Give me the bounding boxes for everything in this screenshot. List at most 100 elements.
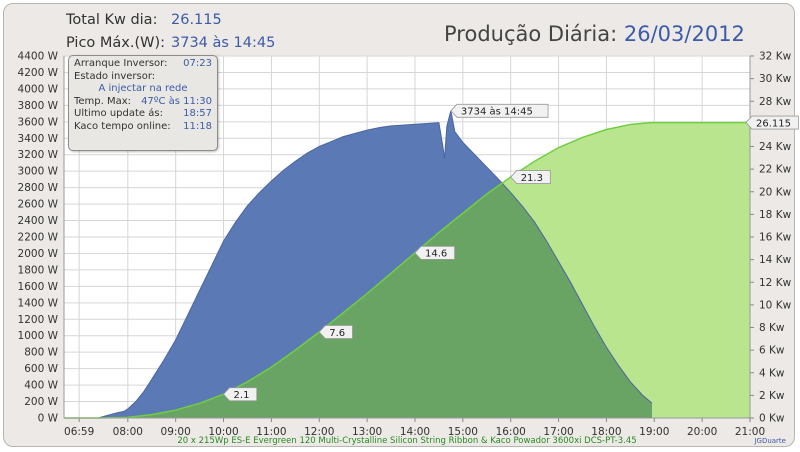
data-label-box [222,387,258,402]
y-left-tick-label: 2200 W [18,232,59,244]
data-label: 14.6 [414,245,455,260]
chart-title-text: Produção Diária: [444,22,618,46]
data-label: 2.1 [222,387,258,402]
info-row: Estado inversor: [74,71,212,84]
series-areas [64,110,750,419]
data-label-text: 2.1 [234,390,250,401]
y-left-tick-label: 4200 W [18,67,59,79]
y-left-tick-label: 2000 W [18,248,59,260]
y-right-tick-label: 22 Kw [759,164,792,176]
footer-credit: JGDuarte [753,437,786,445]
info-value: 18:57 [183,108,212,119]
data-label: 3734 às 14:45 [450,103,549,118]
y-right-tick-label: 6 Kw [759,345,785,357]
y-left-tick-label: 200 W [24,396,58,408]
power-line [98,110,653,419]
y-right-tick-label: 20 Kw [759,186,792,198]
x-tick-label: 17:00 [543,426,573,438]
x-tick-label: 18:00 [591,426,621,438]
y-right-tick-label: 30 Kw [759,73,792,85]
chart-title-date: 26/03/2012 [623,22,745,46]
info-value: 47ºC às 11:30 [141,95,212,107]
data-label-box [510,170,551,184]
y-left-tick-label: 4400 W [18,51,59,63]
y-left-tick-label: 3800 W [18,100,59,112]
y-left-tick-label: 3000 W [18,166,59,178]
y-left-tick-label: 600 W [24,363,58,375]
data-label-text: 3734 às 14:45 [461,106,533,118]
y-left-tick-label: 3200 W [18,149,59,161]
x-tick-label: 08:00 [113,426,143,438]
y-right-tick-label: 16 Kw [759,232,792,244]
data-label-text: 7.6 [329,328,345,339]
data-labels: 3734 às 14:45 2.1 7.6 14.6 21.3 26.115 [222,103,799,402]
x-tick-label: 15:00 [448,426,478,438]
x-tick-label: 13:00 [352,426,382,438]
y-right-tick-label: 18 Kw [759,209,792,221]
y-right-tick-label: 14 Kw [759,254,792,266]
y-left-tick-label: 1000 W [18,330,59,342]
chart-title: Produção Diária: 26/03/2012 [444,22,745,46]
x-tick-label: 14:00 [400,426,430,438]
y-right-tick-label: 28 Kw [759,96,792,108]
info-key: Ultimo update ás: [74,108,163,119]
y-left-tick-label: 400 W [24,380,58,392]
y-left-tick-label: 2400 W [18,215,59,227]
x-tick-label: 11:00 [256,426,286,438]
y-right-tick-label: 12 Kw [759,277,792,289]
y-left-tick-label: 0 W [38,413,59,425]
y-left-tick-label: 4000 W [18,83,59,95]
y-right-tick-label: 0 Kw [759,413,785,425]
x-tick-label: 06:59 [64,426,94,438]
y-right-tick-label: 10 Kw [759,299,792,311]
energy-line [64,121,750,419]
inverter-info-box: Arranque Inversor: 07:23 Estado inversor: A… [68,55,218,151]
y-left-tick-label: 1400 W [18,297,59,309]
y-left-tick-label: 2800 W [18,182,59,194]
y-right-tick-label: 2 Kw [759,390,785,402]
data-label-box [414,245,455,260]
info-row: Ultimo update ás: 18:57 [74,108,212,121]
info-row: Temp. Max: 47ºC às 11:30 [74,96,212,109]
y-right-tick-label: 24 Kw [759,141,792,153]
inverter-info-rows: Arranque Inversor: 07:23 Estado inversor: A… [74,58,212,133]
data-label-text: 14.6 [425,249,447,260]
data-label-text: 21.3 [521,173,543,184]
total-kw-value: 26.115 [171,12,222,28]
data-label-box [450,103,549,118]
info-value: 11:18 [183,120,212,132]
info-key: Arranque Inversor: [74,58,168,69]
y-left-tick-label: 1200 W [18,314,59,326]
data-label: 7.6 [318,325,353,339]
x-tick-label: 20:00 [687,426,717,438]
info-key: Kaco tempo online: [74,120,171,132]
info-key: Estado inversor: [74,70,156,82]
info-row: A injectar na rede [74,83,212,96]
peak-value: 3734 às 14:45 [171,35,276,51]
y-right-tick-label: 4 Kw [759,367,785,379]
data-label: 26.115 [745,115,799,130]
data-label-text: 26.115 [756,118,791,129]
y-left-tick-label: 2600 W [18,199,59,211]
x-tick-label: 09:00 [161,426,191,438]
footer-caption: 20 x 215Wp ES-E Evergreen 120 Multi-Crys… [177,436,636,446]
info-value: 07:23 [183,58,212,69]
info-row: Arranque Inversor: 07:23 [74,58,212,71]
x-tick-label: 10:00 [208,426,238,438]
info-key: Temp. Max: [74,95,132,107]
y-right-tick-label: 8 Kw [759,322,785,334]
x-tick-label: 16:00 [496,426,526,438]
data-label-box [745,115,799,130]
info-row: Kaco tempo online: 11:18 [74,121,212,134]
y-left-tick-label: 800 W [24,347,58,359]
y-left-tick-label: 3400 W [18,133,59,145]
info-value: A injectar na rede [98,83,188,94]
data-label: 21.3 [510,170,551,184]
x-tick-label: 21:00 [735,426,765,438]
y-right-tick-label: 32 Kw [759,51,792,63]
y-left-tick-label: 1600 W [18,281,59,293]
total-kw-label: Total Kw dia: [66,12,158,28]
x-tick-label: 19:00 [639,426,669,438]
x-tick-label: 12:00 [304,426,334,438]
